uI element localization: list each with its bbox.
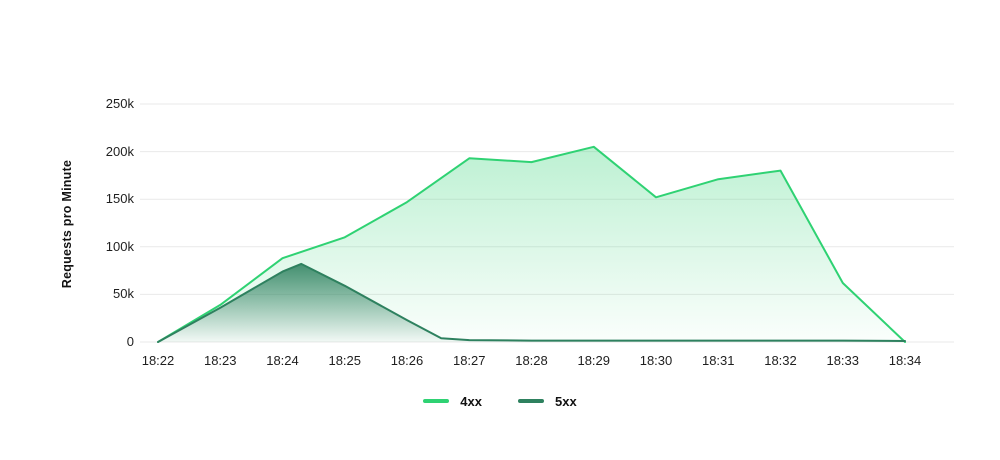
legend-swatch-5xx (518, 399, 544, 403)
legend-swatch-4xx (423, 399, 450, 403)
line-5xx (157, 262, 906, 343)
area-5xx (158, 263, 905, 342)
y-tick-label: 50k (113, 286, 134, 302)
y-tick-label: 250k (105, 96, 134, 111)
legend-label: 4xx (460, 393, 482, 409)
line-4xx (157, 145, 906, 343)
legend-label: 5xx (555, 393, 577, 409)
x-tick-label: 18:29 (577, 353, 611, 368)
x-tick-label: 18:22 (141, 353, 175, 368)
x-tick-label: 18:32 (764, 353, 797, 368)
legend-item-4xx[interactable]: 4xx (423, 394, 482, 409)
y-axis-title: Requests pro Minute (60, 159, 74, 289)
x-tick-label: 18:25 (328, 353, 362, 368)
x-tick-label: 18:26 (390, 353, 424, 368)
x-tick-label: 18:23 (203, 353, 237, 368)
x-tick-label: 18:30 (639, 353, 673, 368)
x-tick-label: 18:28 (515, 353, 548, 368)
x-tick-label: 18:24 (266, 353, 299, 368)
x-tick-label: 18:34 (888, 353, 922, 368)
y-tick-label: 200k (105, 143, 134, 159)
x-tick-label: 18:31 (701, 353, 735, 368)
x-tick-label: 18:27 (452, 353, 486, 368)
y-tick-label: 150k (105, 191, 134, 207)
legend: 4xx 5xx (0, 392, 1000, 410)
x-tick-label: 18:33 (826, 353, 860, 368)
legend-item-5xx[interactable]: 5xx (518, 394, 577, 409)
y-tick-label: 0 (126, 334, 134, 349)
y-tick-label: 100k (105, 238, 134, 254)
